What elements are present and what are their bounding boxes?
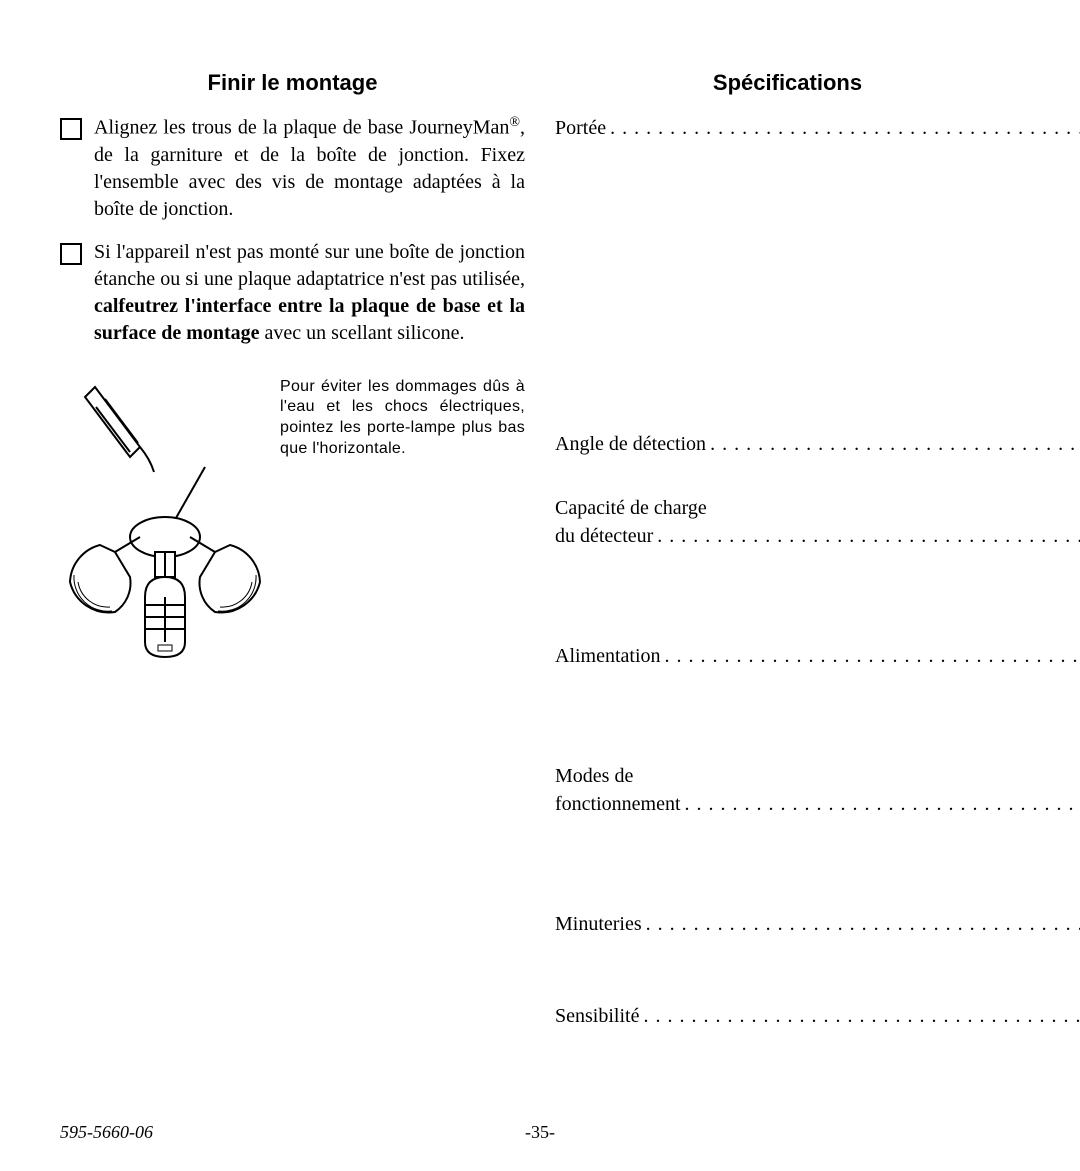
leader-dots <box>661 642 1080 670</box>
two-column-layout: Finir le montage Alignez les trous de la… <box>60 70 1020 1038</box>
spec-label-portee: Portée <box>555 114 606 142</box>
spec-label-charge1: Capacité de charge <box>555 494 707 522</box>
page-footer: 595-5660-06 -35- <box>60 1122 1020 1143</box>
page: Finir le montage Alignez les trous de la… <box>0 0 1080 1171</box>
leader-dots <box>639 1002 1080 1030</box>
checklist-text-2: Si l'appareil n'est pas monté sur une bo… <box>94 239 525 347</box>
checklist-item-1: Alignez les trous de la plaque de base J… <box>60 114 525 223</box>
spec-label-modes2: fonctionnement <box>555 790 681 818</box>
spec-portee: Portée Jusqu'à 30,5 m avec l'intensifica… <box>555 114 1020 422</box>
checkbox-icon <box>60 243 82 265</box>
left-heading: Finir le montage <box>60 70 525 96</box>
leader-dots <box>606 114 1080 142</box>
checklist-text-1: Alignez les trous de la plaque de base J… <box>94 114 525 223</box>
item2-post: avec un scellant silicone. <box>260 322 465 344</box>
checklist-item-2: Si l'appareil n'est pas monté sur une bo… <box>60 239 525 347</box>
figure-row: Pour éviter les dommages dûs à l'eau et … <box>60 377 525 702</box>
spec-label-angle: Angle de détection <box>555 430 706 458</box>
right-column: Spécifications Portée Jusqu'à 30,5 m ave… <box>555 70 1020 1038</box>
spec-label-alim: Alimentation <box>555 642 661 670</box>
spec-label-minut: Minuteries <box>555 910 642 938</box>
spec-sens: Sensibilité Réglable <box>555 1002 1020 1030</box>
spec-label-charge2: du détecteur <box>555 522 653 550</box>
item1-pre: Alignez les trous de la plaque de base J… <box>94 117 509 139</box>
spec-alim: Alimentation 120 VCA, 60 Hz <box>555 642 1020 754</box>
spec-minut: Minuteries 1 , 5 et 20 minutes <box>555 910 1020 994</box>
spec-angle: Angle de détection Jusqu'à 270 <box>555 430 1020 486</box>
spec-modes: Modes de fonctionnement TEST, AUTO et PR… <box>555 762 1020 902</box>
footer-spacer <box>700 1122 1020 1143</box>
spec-charge: Capacité de charge du détecteur Jusqu'à … <box>555 494 1020 634</box>
item2-pre: Si l'appareil n'est pas monté sur une bo… <box>94 241 525 290</box>
spec-label-modes1: Modes de <box>555 762 633 790</box>
page-number: -35- <box>380 1122 700 1143</box>
figure-caption: Pour éviter les dommages dûs à l'eau et … <box>270 377 525 460</box>
leader-dots <box>681 790 1080 818</box>
registered-mark: ® <box>509 115 520 130</box>
spec-label-sens: Sensibilité <box>555 1002 639 1030</box>
leader-dots <box>706 430 1080 458</box>
lamp-illustration <box>60 377 270 702</box>
leader-dots <box>653 522 1080 550</box>
left-column: Finir le montage Alignez les trous de la… <box>60 70 525 1038</box>
leader-dots <box>642 910 1080 938</box>
checkbox-icon <box>60 118 82 140</box>
document-number: 595-5660-06 <box>60 1122 380 1143</box>
right-heading: Spécifications <box>555 70 1020 96</box>
